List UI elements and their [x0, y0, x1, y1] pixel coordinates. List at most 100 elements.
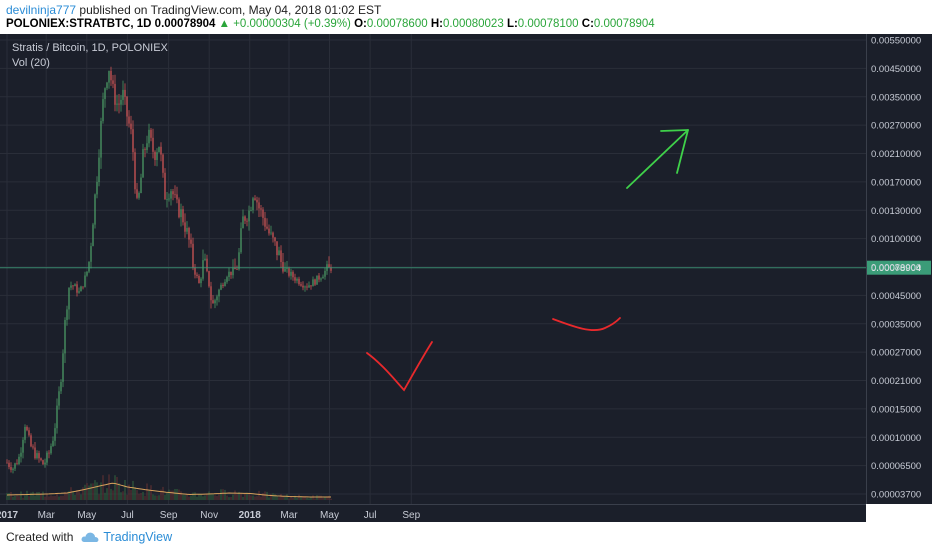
candle-body — [246, 220, 248, 222]
time-axis-background[interactable] — [0, 504, 866, 522]
volume-bar — [208, 491, 210, 500]
volume-bar — [6, 493, 8, 500]
candle-body — [278, 250, 280, 256]
volume-bar — [46, 494, 48, 500]
created-with-text: Created with — [6, 530, 74, 544]
grid-lines — [0, 34, 867, 505]
high-label: H: — [430, 18, 443, 30]
time-tick-label: Mar — [38, 510, 56, 521]
volume-ma-line — [6, 482, 331, 498]
candle-body — [94, 194, 96, 225]
tradingview-link[interactable]: TradingView — [103, 530, 173, 544]
volume-bar — [74, 494, 76, 500]
candle-body — [180, 209, 182, 218]
volume-bar — [68, 491, 70, 500]
chart-title: Stratis / Bitcoin, 1D, POLONIEX — [12, 42, 169, 54]
volume-bar — [116, 477, 118, 500]
candle-body — [74, 284, 76, 287]
candle-body — [110, 70, 112, 81]
candle-body — [160, 146, 162, 155]
time-axis: 2017 Mar May Jul Sep Nov 2018 Mar May Jul Sep — [0, 510, 421, 521]
volume-bar — [160, 489, 162, 500]
candle-body — [50, 446, 52, 454]
volume-bar — [330, 498, 332, 500]
candle-body — [186, 228, 188, 232]
candle-body — [200, 278, 202, 284]
candle-body — [198, 276, 200, 284]
candle-body — [228, 271, 230, 277]
volume-bar — [216, 496, 218, 500]
time-tick-label: Sep — [160, 510, 178, 521]
price-tick-label: 0.00035000 — [871, 319, 921, 330]
volume-bar — [114, 475, 116, 500]
candle-body — [206, 258, 208, 272]
time-tick-label: 2017 — [0, 510, 19, 521]
volume-bar — [292, 498, 294, 500]
volume-bar — [128, 484, 130, 500]
candle-body — [80, 286, 82, 292]
candle-body — [84, 275, 86, 287]
candle-body — [88, 261, 90, 272]
chart-area[interactable]: 0.00078904 0.00550000 0.00450000 0.0035000… — [0, 34, 932, 522]
volume-bar — [270, 494, 272, 500]
volume-bar — [58, 496, 60, 500]
volume-bar — [306, 497, 308, 500]
candle-body — [286, 268, 288, 269]
volume-bar — [232, 494, 234, 500]
volume-bar — [28, 496, 30, 500]
volume-bar — [62, 495, 64, 500]
candle-body — [158, 146, 160, 153]
price-tick-label: 0.00021000 — [871, 376, 921, 387]
candle-body — [262, 209, 264, 218]
volume-bar — [226, 495, 228, 500]
candle-body — [168, 198, 170, 200]
price-chart[interactable]: 0.00078904 0.00550000 0.00450000 0.0035000… — [0, 34, 932, 522]
volume-bar — [22, 497, 24, 500]
volume-bar — [242, 496, 244, 500]
candle-body — [274, 237, 276, 242]
published-text: published on TradingView.com, May 04, 20… — [76, 3, 382, 17]
volume-bar — [80, 494, 82, 500]
candle-body — [280, 250, 282, 262]
candle-body — [252, 198, 254, 211]
volume-bar — [104, 492, 106, 500]
candle-body — [282, 262, 284, 272]
candle-body — [226, 277, 228, 282]
candle-body — [116, 103, 118, 105]
candle-body — [284, 268, 286, 272]
ohlc-line: POLONIEX:STRATBTC, 1D 0.00078904 ▲ +0.00… — [6, 18, 655, 30]
candle-body — [124, 89, 126, 97]
candle-body — [322, 276, 324, 279]
candle-body — [30, 435, 32, 447]
volume-bar — [144, 495, 146, 500]
volume-bar — [250, 495, 252, 500]
volume-bar — [218, 493, 220, 500]
volume-bar — [124, 480, 126, 500]
volume-bar — [152, 494, 154, 500]
candle-body — [24, 427, 26, 440]
price-tick-label: 0.00006500 — [871, 461, 921, 472]
candle-body — [272, 232, 274, 238]
candle-body — [66, 309, 68, 320]
candle-body — [178, 199, 180, 218]
volume-bar — [280, 494, 282, 500]
volume-bar — [176, 489, 178, 500]
volume-bar — [254, 496, 256, 500]
volume-bar — [18, 496, 20, 500]
candle-body — [122, 89, 124, 100]
volume-bar — [304, 496, 306, 500]
footer: Created with TradingView — [6, 527, 172, 547]
time-tick-label: 2018 — [239, 510, 262, 521]
candle-body — [78, 291, 80, 293]
candle-body — [136, 189, 138, 198]
candle-body — [224, 281, 226, 287]
candle-body — [260, 208, 262, 210]
volume-bar — [122, 491, 124, 500]
candle-body — [248, 210, 250, 222]
author-link[interactable]: devilninja777 — [6, 3, 77, 17]
candle-body — [40, 458, 42, 460]
volume-bar — [20, 491, 22, 500]
volume-bar — [56, 493, 58, 500]
volume-bar — [70, 487, 72, 500]
candle-body — [70, 285, 72, 288]
